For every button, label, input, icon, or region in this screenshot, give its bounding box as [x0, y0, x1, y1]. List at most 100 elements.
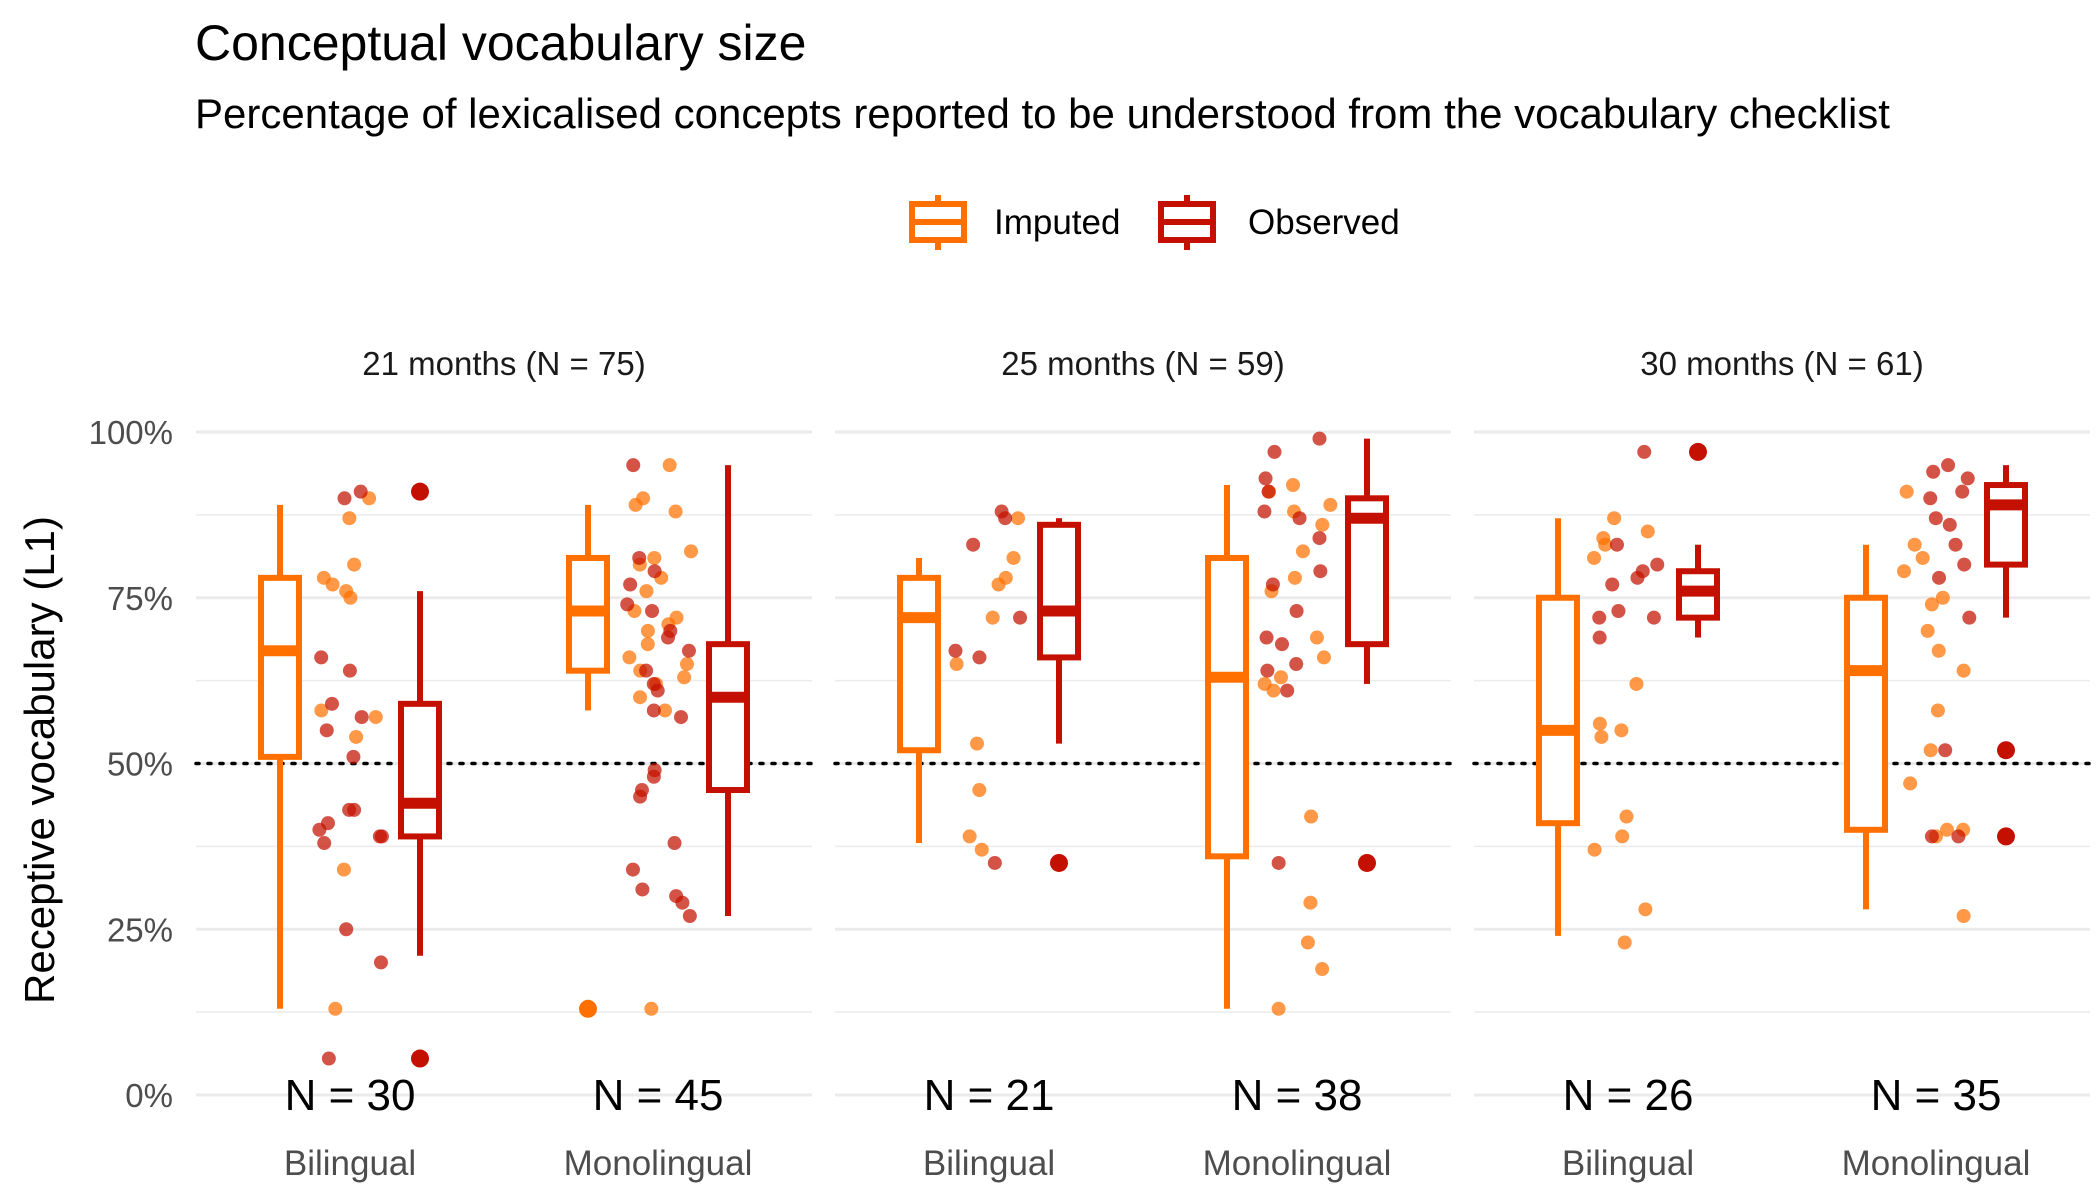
observed-data-point	[314, 650, 329, 665]
facet-strip-label: 30 months (N = 61)	[1640, 345, 1923, 382]
imputed-data-point	[1316, 650, 1331, 665]
imputed-data-point	[1940, 822, 1955, 837]
sample-size-label: N = 35	[1871, 1071, 2002, 1120]
observed-data-point	[1267, 444, 1282, 459]
observed-data-point	[675, 895, 690, 910]
imputed-data-point	[1304, 809, 1319, 824]
imputed-data-point	[1011, 511, 1026, 526]
observed-data-point	[1292, 511, 1307, 526]
chart-title: Conceptual vocabulary size	[195, 15, 806, 71]
imputed-data-point	[1920, 623, 1935, 638]
legend-key-observed	[1158, 195, 1216, 250]
imputed-data-point	[314, 703, 329, 718]
observed-data-point	[1275, 637, 1290, 652]
y-tick-label: 0%	[125, 1077, 173, 1114]
observed-outlier-point	[1050, 853, 1068, 872]
imputed-data-point	[1629, 676, 1644, 691]
observed-data-point	[337, 491, 352, 506]
y-tick-label: 100%	[89, 414, 173, 451]
observed-data-point	[660, 630, 675, 645]
imputed-data-point	[1614, 723, 1629, 738]
imputed-data-point	[1899, 484, 1914, 499]
observed-data-point	[667, 836, 682, 851]
observed-data-point	[1650, 557, 1665, 572]
imputed-data-point	[1006, 550, 1021, 565]
observed-data-point	[1928, 511, 1943, 526]
legend: Imputed Observed	[909, 195, 1400, 250]
imputed-data-point	[336, 862, 351, 877]
observed-data-point	[1289, 657, 1304, 672]
observed-data-point	[632, 550, 647, 565]
imputed-data-point	[1315, 962, 1330, 977]
observed-data-point	[674, 710, 689, 725]
observed-data-point	[321, 1051, 336, 1066]
imputed-data-point	[1594, 729, 1609, 744]
observed-data-point	[987, 855, 1002, 870]
observed-data-point	[998, 511, 1013, 526]
imputed-data-point	[1592, 716, 1607, 731]
imputed-data-point	[1271, 1001, 1286, 1016]
observed-data-point	[647, 564, 662, 579]
legend-key-imputed	[909, 195, 967, 250]
observed-data-point	[1960, 471, 1975, 486]
observed-data-point	[354, 710, 369, 725]
observed-data-point	[1013, 610, 1028, 625]
plot-layer: 0% 25% 50% 75% 100% 21 months (N = 75) N = 30 B…	[89, 345, 2092, 1183]
observed-data-point	[626, 458, 641, 473]
observed-data-point	[319, 723, 334, 738]
observed-data-point	[1261, 484, 1276, 499]
imputed-data-point	[640, 637, 655, 652]
imputed-data-point	[1598, 537, 1613, 552]
observed-data-point	[1923, 491, 1938, 506]
observed-box	[398, 700, 442, 840]
observed-data-point	[1605, 577, 1620, 592]
observed-data-point	[374, 829, 389, 844]
imputed-data-point	[1915, 550, 1930, 565]
imputed-data-point	[347, 557, 362, 572]
imputed-data-point	[1587, 842, 1602, 857]
imputed-box	[1205, 554, 1249, 860]
imputed-data-point	[1587, 550, 1602, 565]
y-tick-label: 75%	[107, 580, 173, 617]
observed-data-point	[1948, 537, 1963, 552]
imputed-data-point	[1931, 643, 1946, 658]
imputed-data-point	[342, 511, 357, 526]
observed-data-point	[646, 769, 661, 784]
observed-data-point	[1926, 464, 1941, 479]
chart-subtitle: Percentage of lexicalised concepts repor…	[195, 90, 1890, 137]
imputed-data-point	[684, 544, 699, 559]
imputed-data-point	[991, 577, 1006, 592]
observed-data-point	[966, 537, 981, 552]
imputed-data-point	[1615, 829, 1630, 844]
sample-size-label: N = 30	[285, 1071, 416, 1120]
observed-outlier-point	[1689, 442, 1707, 461]
observed-data-point	[1955, 484, 1970, 499]
observed-data-point	[1630, 570, 1645, 585]
legend-item-imputed: Imputed	[909, 195, 1120, 250]
observed-outlier-point	[1997, 741, 2015, 760]
observed-data-point	[646, 703, 661, 718]
imputed-data-point	[1266, 683, 1281, 698]
imputed-data-point	[1923, 743, 1938, 758]
y-tick-label: 50%	[107, 746, 173, 783]
x-tick-label: Bilingual	[284, 1144, 416, 1183]
imputed-data-point	[662, 458, 677, 473]
imputed-data-point	[1323, 497, 1338, 512]
observed-data-point	[1258, 471, 1273, 486]
facet-strip-label: 25 months (N = 59)	[1001, 345, 1284, 382]
observed-outlier-point	[411, 482, 429, 501]
imputed-data-point	[1285, 478, 1300, 493]
imputed-data-point	[1897, 564, 1912, 579]
observed-data-point	[1312, 531, 1327, 546]
imputed-data-point	[1907, 537, 1922, 552]
observed-data-point	[1592, 630, 1607, 645]
y-axis-label: Receptive vocabulary (L1)	[16, 516, 63, 1004]
imputed-data-point	[640, 623, 655, 638]
imputed-data-point	[1903, 776, 1918, 791]
observed-data-point	[633, 789, 648, 804]
observed-data-point	[623, 577, 638, 592]
imputed-outlier-point	[579, 999, 597, 1018]
imputed-data-point	[325, 577, 340, 592]
observed-box	[1984, 482, 2028, 568]
